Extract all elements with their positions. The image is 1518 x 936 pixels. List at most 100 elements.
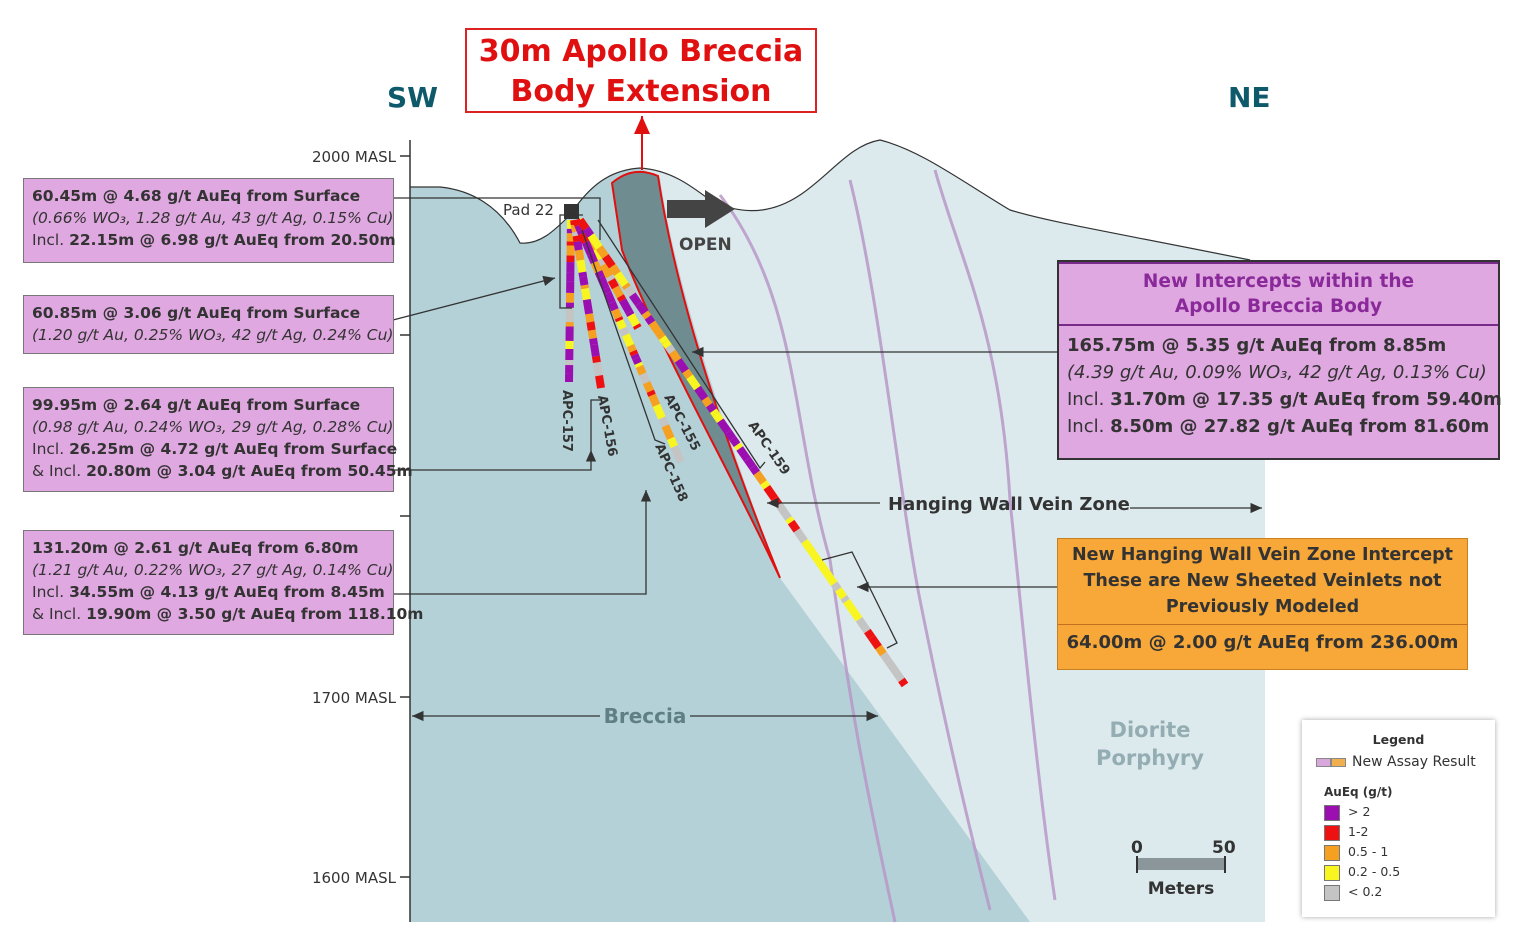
assay-interval	[591, 247, 604, 262]
title-line-1: 30m Apollo Breccia	[478, 34, 804, 69]
scale-end: 50	[1212, 838, 1236, 858]
hanging-wall-intercept-box: New Hanging Wall Vein Zone Intercept The…	[1057, 538, 1468, 670]
assay-interval	[632, 323, 642, 330]
legend-item: > 2	[1324, 804, 1370, 821]
breccia-label: Breccia	[604, 704, 687, 728]
legend-label: 0.5 - 1	[1348, 844, 1389, 859]
line-bold: 60.45m @ 4.68 g/t AuEq from Surface	[32, 187, 361, 205]
intercept-line: Incl. 8.50m @ 27.82 g/t AuEq from 81.60m	[1067, 413, 1490, 440]
assay-interval	[661, 424, 675, 440]
diorite-label: Diorite	[1110, 718, 1191, 742]
line-bold: 22.15m @ 6.98 g/t AuEq from 20.50m	[69, 231, 396, 249]
line-italic: (1.20 g/t Au, 0.25% WO₃, 42 g/t Ag, 0.24…	[32, 326, 394, 344]
header-line-3: Previously Modeled	[1165, 597, 1360, 617]
assay-interval	[753, 470, 767, 485]
assay-interval	[850, 609, 863, 622]
line-italic: (1.21 g/t Au, 0.22% WO₃, 27 g/t Ag, 0.14…	[32, 561, 394, 579]
assay-interval	[712, 411, 724, 424]
assay-interval	[597, 275, 610, 291]
line-bold: 99.95m @ 2.64 g/t AuEq from Surface	[32, 396, 361, 414]
assay-interval	[622, 333, 635, 348]
line-prefix: Incl.	[1067, 416, 1111, 437]
line-prefix: & Incl.	[32, 605, 87, 623]
assay-interval	[749, 464, 761, 476]
veins	[718, 169, 1057, 923]
legend-swatch	[1324, 864, 1340, 881]
assay-interval	[771, 496, 783, 507]
legend-item: < 0.2	[1324, 884, 1382, 901]
assay-interval	[775, 502, 790, 518]
intercept-line: 60.45m @ 4.68 g/t AuEq from Surface	[32, 185, 385, 207]
assay-interval	[840, 595, 850, 604]
assay-interval	[627, 313, 640, 328]
legend-title: Legend	[1372, 732, 1425, 747]
assay-interval	[595, 375, 605, 389]
intercept-line: (4.39 g/t Au, 0.09% WO₃, 42 g/t Ag, 0.13…	[1067, 359, 1490, 386]
open-label: OPEN	[679, 235, 732, 255]
legend: Legend New Assay Result AuEq (g/t) > 2 1-…	[1302, 720, 1495, 917]
legend-label: > 2	[1348, 804, 1371, 819]
porphyry-label: Porphyry	[1096, 746, 1204, 770]
assay-interval	[670, 445, 683, 460]
drill-holes	[565, 217, 909, 688]
apollo-breccia-body	[610, 170, 781, 579]
line-bold: 8.50m @ 27.82 g/t AuEq from 81.60m	[1110, 416, 1490, 437]
assay-interval	[820, 565, 830, 575]
intercept-line: (1.20 g/t Au, 0.25% WO₃, 42 g/t Ag, 0.24…	[32, 324, 393, 346]
intercept-line: Incl. 31.70m @ 17.35 g/t AuEq from 59.40…	[1067, 386, 1502, 413]
assay-interval	[880, 651, 892, 664]
assay-interval	[809, 550, 823, 566]
intercept-line: 99.95m @ 2.64 g/t AuEq from Surface	[32, 394, 385, 416]
legend-new-assay: New Assay Result	[1316, 754, 1476, 770]
new-assay-label: New Assay Result	[1352, 754, 1476, 770]
intercept-line: 60.85m @ 3.06 g/t AuEq from Surface	[32, 302, 385, 324]
line-italic: (0.98 g/t Au, 0.24% WO₃, 29 g/t Ag, 0.28…	[32, 418, 394, 436]
intercept-line: & Incl. 19.90m @ 3.50 g/t AuEq from 118.…	[32, 603, 423, 625]
new-intercepts-body: 165.75m @ 5.35 g/t AuEq from 8.85m (4.39 …	[1059, 326, 1502, 446]
assay-interval	[642, 381, 654, 393]
drill-hole-apc-159	[576, 217, 909, 688]
title-callout: 30m Apollo Breccia Body Extension	[465, 28, 817, 113]
assay-interval	[646, 389, 656, 397]
assay-interval	[641, 310, 652, 320]
legend-label: 0.2 - 0.5	[1348, 864, 1401, 879]
callout-lines	[392, 197, 1262, 722]
legend-label: < 0.2	[1348, 884, 1383, 899]
assay-interval	[592, 361, 603, 377]
new-intercepts-header: New Intercepts within the Apollo Breccia…	[1059, 262, 1498, 326]
pad-22-marker	[564, 204, 579, 219]
assay-interval	[782, 512, 792, 521]
line-bold: 26.25m @ 4.72 g/t AuEq from Surface	[69, 440, 398, 458]
assay-interval	[579, 276, 589, 286]
assay-interval	[590, 260, 601, 270]
assay-interval	[582, 298, 594, 315]
assay-interval	[609, 263, 621, 276]
assay-interval	[830, 581, 842, 592]
assay-interval	[648, 393, 661, 407]
assay-interval	[619, 326, 630, 337]
new-intercepts-box: New Intercepts within the Apollo Breccia…	[1057, 260, 1502, 460]
assay-interval	[696, 389, 709, 401]
assay-interval	[587, 329, 597, 340]
assay-interval	[675, 456, 685, 464]
assay-interval	[589, 337, 598, 346]
assay-interval	[760, 480, 771, 490]
intercept-line: (0.66% WO₃, 1.28 g/t Au, 43 g/t Ag, 0.15…	[32, 207, 393, 229]
ne-label: NE	[1228, 81, 1271, 114]
assay-interval	[694, 385, 704, 394]
assay-interval	[816, 560, 827, 571]
drill-hole-apc-156	[570, 219, 605, 389]
assay-interval	[576, 217, 590, 231]
assay-interval	[599, 263, 609, 270]
intercept-line: Incl. 26.25m @ 4.72 g/t AuEq from Surfac…	[32, 438, 397, 460]
assay-interval	[667, 436, 678, 449]
hanging-wall-label: Hanging Wall Vein Zone	[888, 494, 1130, 515]
assay-interval	[619, 298, 633, 315]
assay-interval	[793, 528, 804, 538]
intercept-line: (0.98 g/t Au, 0.24% WO₃, 29 g/t Ag, 0.28…	[32, 416, 393, 438]
legend-label: 1-2	[1348, 824, 1369, 839]
assay-interval	[661, 339, 672, 349]
assay-interval	[572, 235, 582, 243]
assay-interval	[625, 310, 635, 318]
legend-swatch	[1324, 804, 1340, 821]
